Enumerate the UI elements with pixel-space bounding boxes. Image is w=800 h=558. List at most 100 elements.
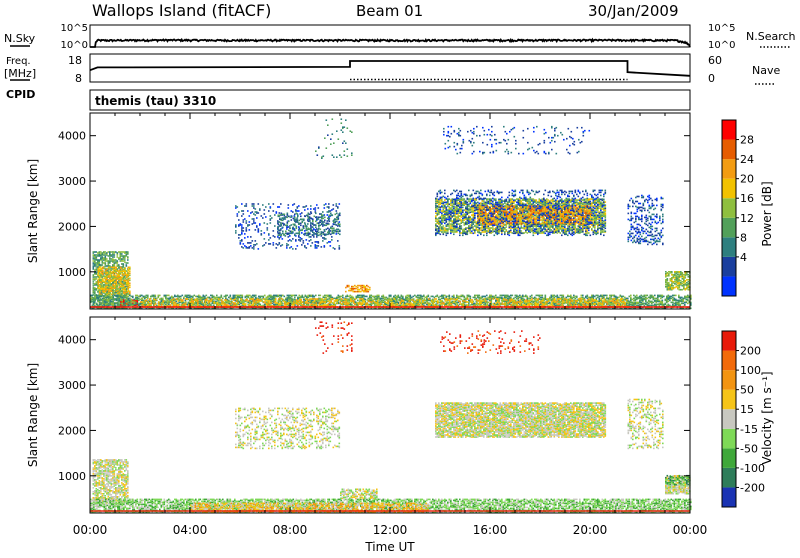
heat-cell: [669, 296, 671, 298]
heat-cell: [444, 295, 446, 297]
heat-cell: [135, 295, 137, 297]
heat-cell: [389, 295, 391, 297]
heat-cell: [155, 295, 157, 297]
heat-cell: [120, 277, 122, 279]
heat-cell: [639, 296, 641, 298]
heat-cell: [376, 302, 378, 304]
heat-cell: [418, 299, 420, 301]
heat-cell: [325, 301, 327, 303]
heat-cell: [238, 302, 240, 304]
heat-cell: [262, 300, 264, 302]
heat-cell: [175, 304, 177, 306]
heat-cell: [281, 295, 283, 297]
heat-cell: [196, 300, 198, 302]
heat-cell: [102, 279, 104, 281]
heat-cell: [108, 303, 110, 305]
heat-cell: [123, 269, 125, 271]
heat-cell: [368, 298, 370, 300]
heat-cell: [594, 296, 596, 298]
heat-cell: [274, 299, 276, 301]
heat-cell: [582, 302, 584, 304]
heat-cell: [111, 294, 113, 296]
heat-cell: [120, 251, 122, 253]
heat-cell: [96, 262, 98, 264]
heat-cell: [97, 254, 99, 256]
heat-cell: [398, 295, 400, 297]
heat-cell: [323, 304, 325, 306]
heat-cell: [540, 295, 542, 297]
heat-cell: [116, 280, 118, 282]
heat-cell: [512, 295, 514, 297]
heat-cell: [650, 301, 652, 303]
heat-cell: [290, 295, 292, 297]
heat-cell: [115, 251, 117, 253]
heat-cell: [182, 295, 184, 297]
heat-cell: [118, 251, 120, 253]
heat-cell: [311, 295, 313, 297]
heat-cell: [201, 297, 203, 299]
heat-cell: [106, 260, 108, 262]
heat-cell: [257, 301, 259, 303]
heat-cell: [163, 300, 165, 302]
heat-cell: [597, 297, 599, 299]
heat-cell: [102, 291, 104, 293]
heat-cell: [96, 254, 98, 256]
heat-cell: [482, 296, 484, 298]
heat-cell: [347, 295, 349, 297]
heat-cell: [251, 296, 253, 298]
heat-cell: [636, 302, 638, 304]
heat-cell: [393, 296, 395, 298]
heat-cell: [276, 295, 278, 297]
heat-cell: [659, 295, 661, 297]
heat-cell: [124, 261, 126, 263]
heat-cell: [515, 295, 517, 297]
heat-cell: [196, 298, 198, 300]
heat-cell: [680, 297, 682, 299]
heat-cell: [122, 284, 124, 286]
heat-cell: [105, 293, 107, 295]
heat-cell: [531, 297, 533, 299]
heat-cell: [334, 302, 336, 304]
heat-cell: [503, 295, 505, 297]
heat-cell: [95, 297, 97, 299]
heat-cell: [131, 302, 133, 304]
heat-cell: [97, 259, 99, 261]
heat-cell: [93, 254, 95, 256]
heat-cell: [132, 301, 134, 303]
heat-cell: [374, 301, 376, 303]
heat-cell: [99, 282, 101, 284]
heat-cell: [396, 296, 398, 298]
heat-cell: [317, 300, 319, 302]
heat-cell: [107, 302, 109, 304]
heat-cell: [93, 285, 95, 287]
heat-cell: [390, 295, 392, 297]
heat-cell: [146, 299, 148, 301]
heat-cell: [394, 298, 396, 300]
heat-cell: [426, 304, 428, 306]
heat-cell: [422, 300, 424, 302]
heat-cell: [92, 295, 94, 297]
heat-cell: [114, 278, 116, 280]
heat-cell: [672, 299, 674, 301]
heat-cell: [206, 298, 208, 300]
heat-cell: [103, 262, 105, 264]
heat-cell: [129, 287, 131, 289]
heat-cell: [421, 298, 423, 300]
heat-cell: [379, 303, 381, 305]
heat-cell: [461, 295, 463, 297]
heat-cell: [128, 290, 130, 292]
heat-cell: [385, 298, 387, 300]
heat-cell: [403, 300, 405, 302]
heat-cell: [362, 300, 364, 302]
heat-cell: [677, 300, 679, 302]
heat-cell: [558, 297, 560, 299]
heat-cell: [448, 302, 450, 304]
heat-cell: [161, 302, 163, 304]
heat-cell: [434, 300, 436, 302]
heat-cell: [197, 302, 199, 304]
heat-cell: [224, 296, 226, 298]
heat-cell: [191, 300, 193, 302]
heat-cell: [104, 288, 106, 290]
heat-cell: [99, 300, 101, 302]
heat-cell: [452, 301, 454, 303]
